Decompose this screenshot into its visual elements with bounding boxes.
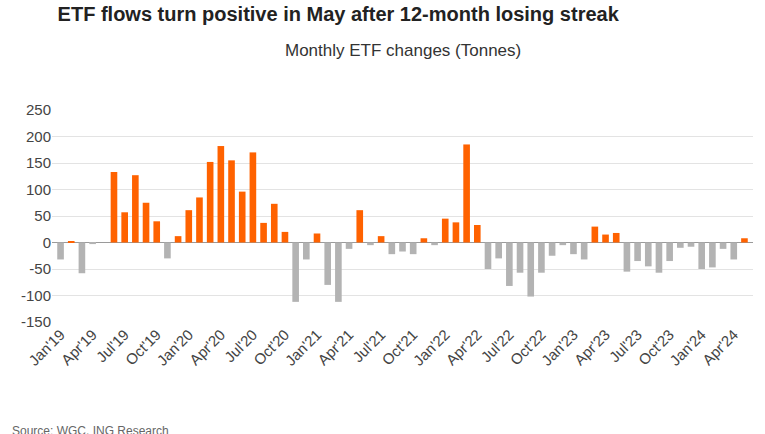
svg-text:Oct'19: Oct'19 — [122, 326, 164, 368]
svg-text:-50: -50 — [29, 260, 51, 277]
svg-text:Jan'23: Jan'23 — [538, 326, 581, 369]
svg-text:Jul'23: Jul'23 — [606, 326, 645, 365]
svg-text:Jan'22: Jan'22 — [410, 326, 453, 369]
svg-text:Apr'24: Apr'24 — [699, 326, 741, 368]
svg-text:Jul'21: Jul'21 — [349, 326, 388, 365]
svg-text:Jan'24: Jan'24 — [666, 326, 709, 369]
svg-text:Jul'22: Jul'22 — [477, 326, 516, 365]
svg-text:Oct'21: Oct'21 — [378, 326, 420, 368]
svg-text:ETF flows turn positive in May: ETF flows turn positive in May after 12-… — [58, 3, 620, 25]
svg-text:Oct'20: Oct'20 — [250, 326, 292, 368]
svg-text:250: 250 — [26, 101, 51, 118]
svg-text:200: 200 — [26, 128, 51, 145]
svg-text:Source: WGC, ING Research: Source: WGC, ING Research — [12, 424, 169, 434]
svg-text:50: 50 — [34, 207, 51, 224]
svg-text:Jul'20: Jul'20 — [221, 326, 260, 365]
svg-text:Apr'23: Apr'23 — [571, 326, 613, 368]
svg-text:Jan'19: Jan'19 — [25, 326, 68, 369]
svg-text:100: 100 — [26, 181, 51, 198]
svg-text:Oct'22: Oct'22 — [506, 326, 548, 368]
svg-text:-150: -150 — [21, 313, 51, 330]
svg-text:Apr'21: Apr'21 — [314, 326, 356, 368]
svg-text:0: 0 — [43, 234, 51, 251]
svg-text:-100: -100 — [21, 287, 51, 304]
svg-text:Monthly ETF changes (Tonnes): Monthly ETF changes (Tonnes) — [285, 41, 521, 60]
svg-text:150: 150 — [26, 154, 51, 171]
svg-text:Jul'19: Jul'19 — [93, 326, 132, 365]
svg-text:Oct'23: Oct'23 — [635, 326, 677, 368]
svg-text:Apr'20: Apr'20 — [186, 326, 228, 368]
svg-text:Jan'20: Jan'20 — [153, 326, 196, 369]
svg-text:Jan'21: Jan'21 — [281, 326, 324, 369]
svg-text:Apr'22: Apr'22 — [442, 326, 484, 368]
svg-text:Apr'19: Apr'19 — [58, 326, 100, 368]
